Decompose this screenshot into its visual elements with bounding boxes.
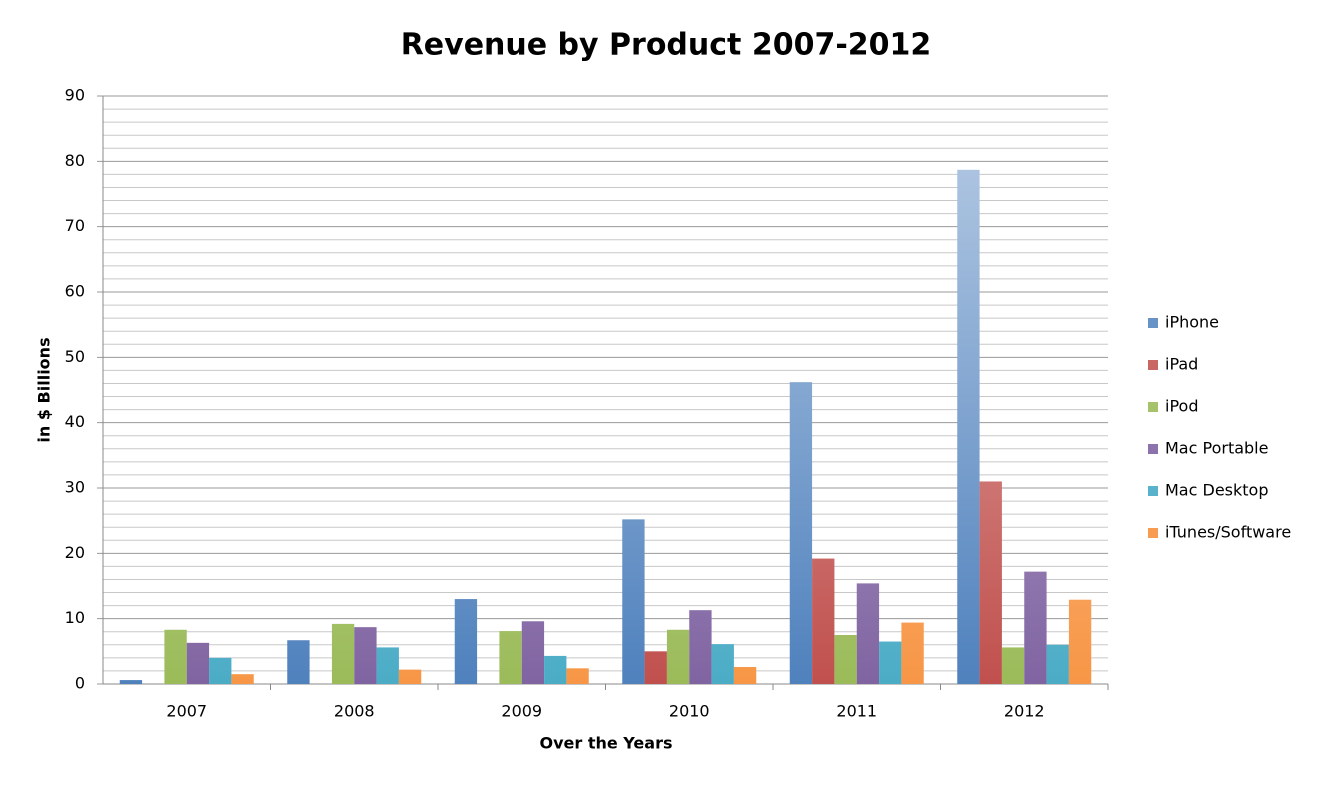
bar: [1046, 644, 1069, 684]
chart-title: Revenue by Product 2007-2012: [401, 28, 932, 63]
bar: [856, 583, 880, 684]
bar: [733, 667, 757, 684]
legend-label: iPad: [1165, 355, 1198, 374]
bar: [711, 644, 734, 684]
bar: [231, 674, 254, 684]
y-tick-label: 50: [65, 347, 85, 366]
bar: [622, 519, 645, 684]
x-tick-label: 2009: [501, 702, 542, 721]
legend-swatch-color: [1148, 318, 1158, 328]
legend-swatch-color: [1148, 444, 1158, 454]
bar: [979, 481, 1002, 684]
legend-label: Mac Desktop: [1165, 481, 1268, 500]
y-tick-label: 90: [65, 86, 85, 105]
legend-swatch-color: [1148, 360, 1158, 370]
y-tick-label: 10: [65, 608, 85, 627]
y-tick-label: 0: [75, 674, 85, 693]
x-tick-label: 2007: [166, 702, 207, 721]
bar: [812, 558, 835, 684]
bar: [521, 621, 545, 684]
y-tick-label: 40: [65, 412, 85, 431]
bar: [1068, 599, 1092, 684]
bar: [164, 629, 187, 684]
y-tick-label: 30: [65, 478, 85, 497]
bar: [957, 169, 980, 684]
bar: [1001, 647, 1025, 684]
x-tick-label: 2008: [334, 702, 375, 721]
bar: [544, 655, 567, 684]
legend-swatch-color: [1148, 402, 1158, 412]
bar: [287, 640, 310, 684]
bar: [119, 680, 143, 684]
x-axis-label: Over the Years: [540, 734, 673, 753]
y-tick-label: 80: [65, 151, 85, 170]
legend-swatch-color: [1148, 528, 1158, 538]
bar: [331, 623, 355, 684]
bar: [1024, 571, 1047, 684]
legend-label: iTunes/Software: [1165, 523, 1291, 542]
bar: [376, 647, 399, 684]
x-tick-label: 2012: [1004, 702, 1045, 721]
bar: [666, 629, 690, 684]
legend-swatch-color: [1148, 486, 1158, 496]
legend-label: Mac Portable: [1165, 439, 1268, 458]
bar: [454, 599, 478, 684]
legend-label: iPhone: [1165, 313, 1219, 332]
legend-label: iPod: [1165, 397, 1198, 416]
y-tick-label: 20: [65, 543, 85, 562]
y-tick-label: 60: [65, 282, 85, 301]
bar: [354, 627, 377, 684]
bar: [209, 657, 232, 684]
bar: [566, 668, 589, 684]
bar: [901, 622, 924, 684]
bar: [689, 610, 712, 684]
bar: [789, 382, 813, 684]
x-tick-label: 2011: [836, 702, 877, 721]
bar: [834, 635, 857, 684]
y-tick-label: 70: [65, 216, 85, 235]
bar: [186, 642, 210, 684]
y-axis-label: in $ Billions: [35, 337, 54, 442]
bar: [879, 641, 902, 684]
bar: [644, 651, 667, 684]
bar: [398, 669, 422, 684]
x-tick-label: 2010: [669, 702, 710, 721]
bar: [499, 631, 522, 684]
